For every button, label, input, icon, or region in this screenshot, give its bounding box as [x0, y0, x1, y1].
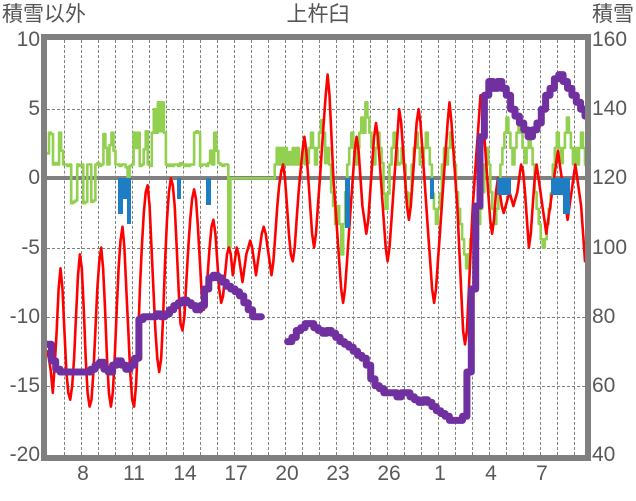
y-tick-label-left: -10: [9, 304, 40, 328]
y-tick-label-right: 60: [592, 373, 616, 397]
left-axis-title: 積雪以外: [2, 3, 86, 26]
y-tick-label-left: 10: [16, 28, 40, 51]
gridline-vertical: [523, 40, 524, 455]
plot-frame-top: [41, 34, 591, 40]
zero-line: [47, 176, 585, 181]
x-tick-label: 11: [123, 462, 145, 485]
x-tick-label: 26: [377, 462, 401, 485]
y-tick-label-right: 160: [592, 28, 628, 51]
gridline-vertical: [149, 40, 150, 455]
gridline-vertical: [540, 40, 541, 455]
gridline-vertical: [81, 40, 82, 455]
x-tick-label: 17: [224, 462, 248, 485]
y-tick-label-left: -5: [21, 235, 40, 259]
gridline-vertical: [200, 40, 201, 455]
y-tick-label-right: 100: [592, 235, 628, 259]
gridline-vertical: [557, 40, 558, 455]
chart-title: 上杵臼: [286, 3, 350, 26]
y-tick-label-right: 40: [592, 443, 616, 466]
blue-bar: [127, 178, 131, 224]
blue-bar: [563, 178, 570, 215]
gridline-horizontal: [47, 247, 585, 249]
series-line-purple-series: [47, 271, 265, 376]
gridline-vertical: [319, 40, 320, 455]
plot-frame-right: [585, 34, 591, 461]
blue-bar: [206, 178, 211, 205]
gridline-horizontal: [47, 316, 585, 318]
y-tick-label-left: 5: [28, 97, 40, 121]
gridline-vertical: [404, 40, 405, 455]
gridline-vertical: [455, 40, 456, 455]
gridline-horizontal: [47, 385, 585, 387]
x-tick-label: 4: [485, 462, 497, 485]
plot-area: [47, 40, 585, 455]
data-series: [47, 71, 585, 424]
gridline-vertical: [285, 40, 286, 455]
gridline-vertical: [353, 40, 354, 455]
gridline-vertical: [421, 40, 422, 455]
blue-bar: [122, 178, 128, 200]
gridline-vertical: [574, 40, 575, 455]
gridline-vertical: [98, 40, 99, 455]
blue-bar: [430, 178, 434, 200]
gridline-vertical: [132, 40, 133, 455]
series-line-purple-series: [284, 71, 585, 424]
x-tick-label: 23: [326, 462, 350, 485]
series-line-red-series: [47, 73, 585, 408]
blue-bar: [118, 178, 123, 215]
gridline-vertical: [302, 40, 303, 455]
x-tick-label: 14: [173, 462, 197, 485]
gridline-vertical: [234, 40, 235, 455]
y-tick-label-left: -15: [9, 373, 40, 397]
gridline-vertical: [387, 40, 388, 455]
y-tick-label-right: 120: [592, 166, 628, 190]
gridline-vertical: [64, 40, 65, 455]
series-line-green-series: [47, 100, 585, 270]
gridline-vertical: [336, 40, 337, 455]
gridline-vertical: [370, 40, 371, 455]
plot-frame-bottom: [41, 455, 591, 461]
plot-frame-left: [41, 34, 47, 461]
y-tick-label-right: 80: [592, 304, 616, 328]
gridline-horizontal: [47, 109, 585, 111]
gridline-vertical: [489, 40, 490, 455]
blue-bar: [177, 178, 181, 200]
x-tick-label: 1: [434, 462, 446, 485]
y-tick-label-left: 0: [28, 166, 40, 190]
y-tick-label-left: -20: [9, 443, 40, 466]
gridline-vertical: [115, 40, 116, 455]
blue-bar: [551, 178, 563, 195]
right-axis-title: 積雪: [592, 3, 634, 26]
blue-bar: [497, 178, 511, 195]
x-tick-label: 7: [536, 462, 548, 485]
blue-bar: [345, 178, 350, 229]
gridline-vertical: [506, 40, 507, 455]
x-tick-label: 8: [77, 462, 89, 485]
gridline-vertical: [183, 40, 184, 455]
y-tick-label-right: 140: [592, 97, 628, 121]
x-tick-label: 20: [275, 462, 299, 485]
